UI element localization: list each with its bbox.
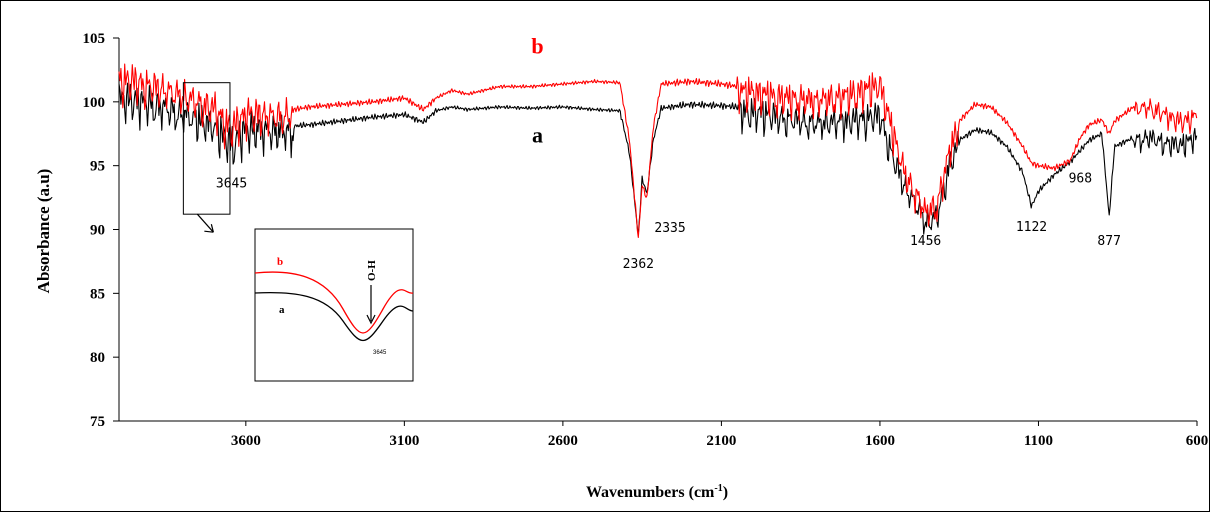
y-axis-label: Absorbance (a.u): [34, 169, 53, 294]
peak-annotation: 877: [1097, 234, 1120, 249]
x-tick-label: 3100: [389, 433, 419, 449]
x-axis-label-sup: -1: [714, 483, 722, 494]
series-label-b: b: [531, 33, 543, 58]
y-tick-label: 95: [90, 159, 105, 175]
peak-annotation: 2362: [623, 257, 654, 272]
x-tick-label: 3600: [231, 433, 261, 449]
x-axis-label-close: ): [723, 484, 728, 501]
x-axis-label: Wavenumbers (cm-1): [586, 483, 728, 501]
inset-oh-label: O-H: [366, 260, 378, 281]
y-tick-label: 85: [90, 286, 105, 302]
inset-curve-b: [254, 271, 414, 334]
axes: 75 80 85 90 95 100 105 3600 3100 2600 2100 1600 1100…: [83, 31, 1209, 449]
series-layer: [118, 63, 1198, 238]
highlight-box: [182, 82, 231, 215]
inset-peak-label: 3645: [373, 350, 387, 356]
inset-label-b: b: [277, 256, 283, 268]
peak-annotation: 2335: [654, 221, 685, 236]
x-tick-label: 1100: [1024, 433, 1053, 449]
x-tick-label: 1600: [865, 433, 895, 449]
inset-layer: b a 3645 O-H: [254, 228, 414, 382]
inset-curve-a: [254, 291, 414, 341]
series-line-b: [118, 63, 1198, 238]
x-tick-label: 2100: [706, 433, 736, 449]
peak-annotation: 968: [1069, 171, 1092, 186]
y-tick-label: 100: [83, 95, 106, 111]
series-line-a: [118, 82, 1198, 235]
y-tick-label: 105: [83, 31, 106, 47]
y-tick-label: 80: [90, 350, 105, 366]
inset-label-a: a: [279, 304, 285, 316]
zoom-pointer-line: [196, 213, 214, 233]
inset-box: [254, 228, 414, 382]
y-tick-label: 75: [90, 414, 105, 430]
labels-layer: a b 3645 2335 2362 1456 1122 968 877: [182, 33, 1121, 272]
x-tick-label: 600: [1186, 433, 1209, 449]
series-label-a: a: [532, 123, 543, 148]
y-tick-label: 90: [90, 223, 105, 239]
inset-arrowhead: [366, 314, 376, 325]
x-tick-label: 2600: [548, 433, 578, 449]
peak-annotation: 3645: [216, 176, 247, 191]
zoom-pointer-arrowhead: [204, 224, 214, 233]
x-axis-label-main: Wavenumbers (cm: [586, 484, 715, 501]
peak-annotation: 1456: [910, 234, 941, 249]
peak-annotation: 1122: [1016, 220, 1047, 235]
